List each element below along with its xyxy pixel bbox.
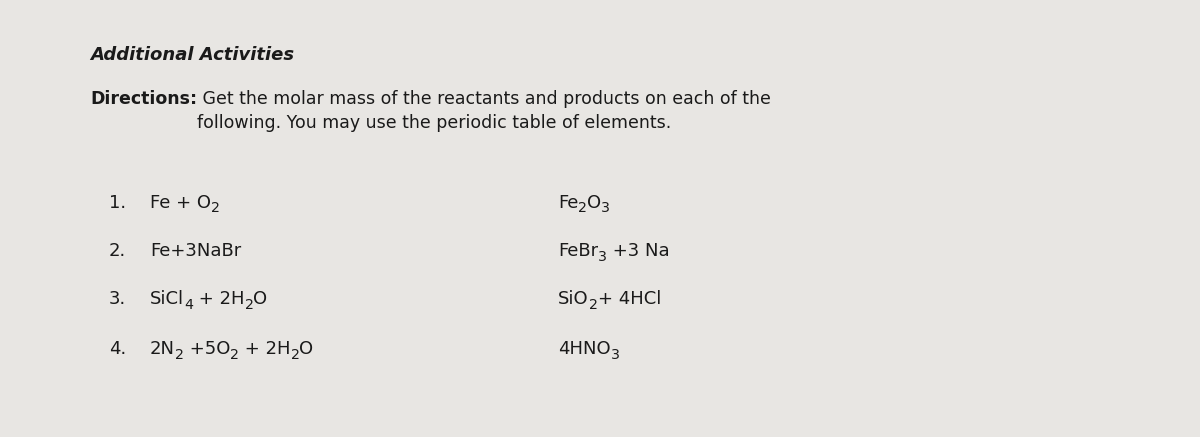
Text: Fe+3NaBr: Fe+3NaBr — [150, 242, 241, 260]
Text: 2: 2 — [589, 298, 598, 312]
Text: 2: 2 — [578, 201, 587, 215]
Text: 3: 3 — [611, 348, 619, 362]
Text: O: O — [587, 194, 601, 212]
Text: Directions:: Directions: — [90, 90, 197, 108]
Text: 2: 2 — [230, 348, 239, 362]
Text: +3 Na: +3 Na — [607, 242, 670, 260]
Text: O: O — [300, 340, 313, 358]
Text: 4.: 4. — [109, 340, 126, 358]
Text: 2: 2 — [290, 348, 300, 362]
Text: 2N: 2N — [150, 340, 175, 358]
Text: O: O — [253, 290, 268, 308]
Text: 2: 2 — [175, 348, 184, 362]
Text: 2: 2 — [211, 201, 220, 215]
Text: Fe + O: Fe + O — [150, 194, 211, 212]
Text: 4: 4 — [184, 298, 193, 312]
Text: + 2H: + 2H — [193, 290, 245, 308]
Text: 3.: 3. — [109, 290, 126, 308]
Text: + 2H: + 2H — [239, 340, 290, 358]
Text: Fe: Fe — [558, 194, 578, 212]
Text: 2.: 2. — [109, 242, 126, 260]
Text: 3: 3 — [598, 250, 607, 264]
Text: SiO: SiO — [558, 290, 589, 308]
Text: Additional Activities: Additional Activities — [90, 46, 294, 64]
Text: Get the molar mass of the reactants and products on each of the
following. You m: Get the molar mass of the reactants and … — [197, 90, 772, 132]
Text: 1.: 1. — [109, 194, 126, 212]
Text: FeBr: FeBr — [558, 242, 598, 260]
Text: 4HNO: 4HNO — [558, 340, 611, 358]
Text: + 4HCl: + 4HCl — [598, 290, 661, 308]
Text: +5O: +5O — [184, 340, 230, 358]
Text: 3: 3 — [601, 201, 611, 215]
Text: 2: 2 — [245, 298, 253, 312]
Text: SiCl: SiCl — [150, 290, 184, 308]
